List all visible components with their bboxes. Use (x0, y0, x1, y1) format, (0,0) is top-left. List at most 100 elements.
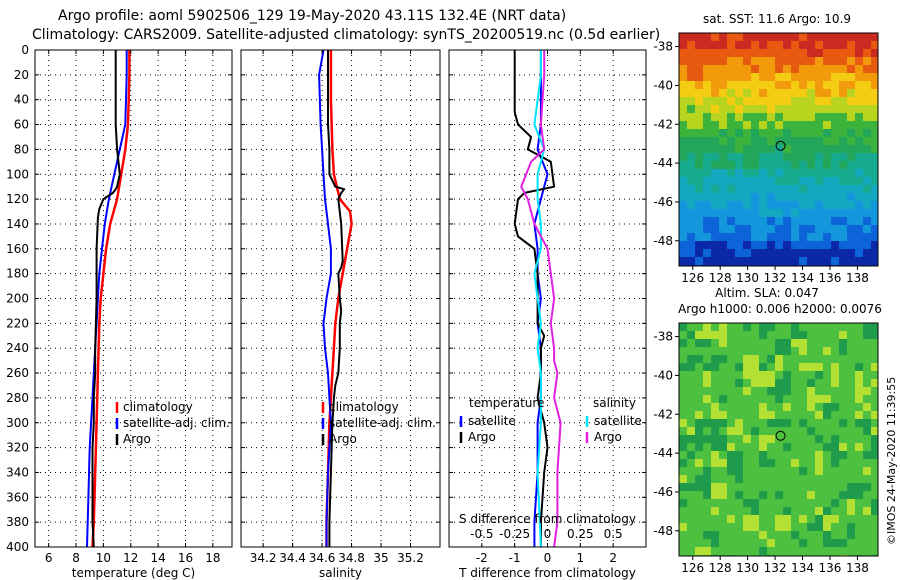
sst_map-cell (687, 257, 695, 265)
sla_map-cell (871, 411, 878, 419)
sst_map-cell (863, 241, 871, 249)
sla_map-cell (847, 483, 855, 491)
difference-legend-salinity-title: salinity (593, 396, 636, 410)
sst_map-cell (855, 41, 863, 49)
sst_map-cell (727, 137, 735, 145)
sst_map-cell (679, 81, 687, 89)
difference-xtick-label: -1 (509, 551, 521, 565)
sst_map-cell (687, 33, 695, 41)
sst_map-cell (775, 137, 783, 145)
sla_map-cell (727, 507, 735, 515)
sla_map-cell (839, 483, 847, 491)
sst_map-cell (847, 209, 855, 217)
sla_map-cell (759, 323, 767, 331)
sst_map-xtick-label: 134 (791, 271, 814, 285)
sla_map-cell (703, 443, 711, 451)
sst_map-cell (727, 241, 735, 249)
difference-series-temperature-satellite (533, 50, 549, 547)
sla_map-cell (759, 491, 767, 499)
sst_map-cell (767, 217, 775, 225)
sst_map-cell (831, 65, 839, 73)
sla_map-cell (735, 515, 743, 523)
sst_map-cell (767, 185, 775, 193)
sst_map-cell (815, 65, 823, 73)
sla_map-cell (767, 459, 775, 467)
sst_map-cell (759, 105, 767, 113)
sla_map-cell (711, 403, 719, 411)
sla_map-cell (791, 403, 799, 411)
sla_map-cell (679, 371, 687, 379)
sst_map-cell (847, 225, 855, 233)
sst_map-cell (767, 105, 775, 113)
sst_map-cell (735, 113, 743, 121)
sla_map-cell (831, 475, 839, 483)
sla_map-cell (847, 419, 855, 427)
sst_map-cell (839, 225, 847, 233)
sst_map-cell (727, 217, 735, 225)
sst_map-cell (807, 97, 815, 105)
sla_map-cell (847, 515, 855, 523)
sla_map-cell (799, 379, 807, 387)
sst-map-title: sat. SST: 11.6 Argo: 10.9 (703, 12, 851, 26)
sst_map-cell (727, 177, 735, 185)
sla_map-ytick-label: -48 (653, 524, 673, 538)
sla_map-cell (791, 323, 799, 331)
sla_map-cell (783, 475, 791, 483)
sst_map-cell (695, 249, 703, 257)
sla_map-cell (847, 371, 855, 379)
sst_map-cell (871, 177, 878, 185)
sla_map-cell (783, 459, 791, 467)
sst_map-cell (751, 89, 759, 97)
sst_map-cell (871, 257, 878, 265)
sla_map-cell (807, 443, 815, 451)
sst_map-cell (727, 233, 735, 241)
sla_map-cell (719, 435, 727, 443)
sla_map-cell (783, 323, 791, 331)
sst_map-cell (815, 57, 823, 65)
sla_map-cell (799, 363, 807, 371)
sst_map-cell (695, 169, 703, 177)
sla_map-cell (871, 347, 878, 355)
sst_map-cell (815, 33, 823, 41)
sst_map-cell (807, 233, 815, 241)
sla_map-cell (839, 523, 847, 531)
sla_map-cell (703, 363, 711, 371)
sla_map-cell (719, 371, 727, 379)
sst_map-cell (855, 65, 863, 73)
sst_map-cell (743, 81, 751, 89)
sla_map-cell (751, 387, 759, 395)
sla_map-cell (807, 539, 815, 547)
sst_map-cell (823, 177, 831, 185)
sla_map-cell (863, 531, 871, 539)
sla_map-cell (743, 323, 751, 331)
sst_map-cell (823, 129, 831, 137)
sst_map-cell (743, 209, 751, 217)
sla_map-cell (687, 491, 695, 499)
sst_map-cell (791, 49, 799, 57)
sst_map-cell (767, 81, 775, 89)
sla_map-cell (847, 491, 855, 499)
sst_map-cell (711, 41, 719, 49)
sst_map-cell (847, 41, 855, 49)
sst_map-cell (719, 65, 727, 73)
sla_map-cell (727, 467, 735, 475)
sst_map-cell (775, 153, 783, 161)
sla_map-cell (775, 339, 783, 347)
sla_map-cell (775, 523, 783, 531)
sla_map-cell (719, 547, 727, 555)
sst_map-cell (871, 225, 878, 233)
sla_map-cell (751, 371, 759, 379)
sla_map-cell (823, 395, 831, 403)
sla_map-cell (783, 339, 791, 347)
sst_map-cell (735, 81, 743, 89)
sla_map-cell (735, 427, 743, 435)
copyright-timestamp: ©IMOS 24-May-2020 11:39:55 (885, 376, 898, 545)
sla_map-cell (767, 419, 775, 427)
sla_map-cell (735, 499, 743, 507)
sst_map-cell (679, 249, 687, 257)
sla_map-cell (711, 467, 719, 475)
sst_map-cell (743, 121, 751, 129)
sla_map-cell (799, 483, 807, 491)
sst_map-cell (831, 225, 839, 233)
